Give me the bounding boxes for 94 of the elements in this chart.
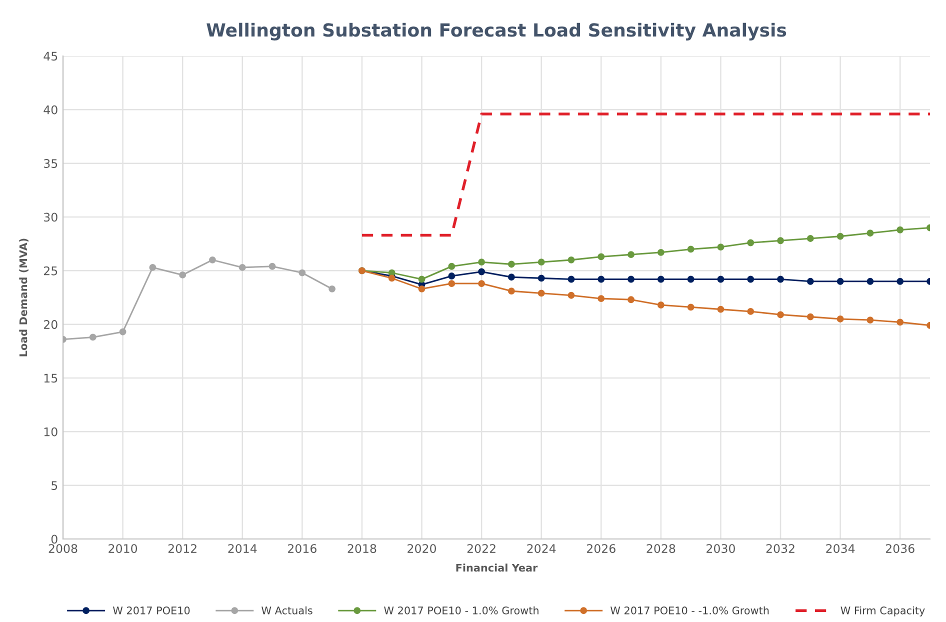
- point: [598, 295, 605, 302]
- y-tick-label: 40: [44, 105, 58, 114]
- point: [508, 260, 515, 268]
- x-tick-label: 2016: [288, 544, 316, 553]
- point: [866, 278, 874, 285]
- x-tick-label: 2028: [646, 544, 676, 553]
- x-tick-label: 2008: [48, 544, 78, 553]
- point: [268, 262, 276, 270]
- point: [687, 276, 694, 283]
- x-tick-label: 2010: [108, 544, 138, 553]
- point: [687, 304, 694, 311]
- y-tick-label: 30: [44, 212, 58, 222]
- point: [179, 271, 186, 278]
- point: [538, 290, 545, 297]
- x-tick-label: 2032: [766, 544, 794, 553]
- y-tick-label: 25: [44, 266, 58, 276]
- point: [836, 315, 844, 322]
- point: [448, 272, 456, 280]
- point: [777, 276, 784, 283]
- y-tick-label: 35: [44, 159, 58, 168]
- point: [388, 274, 396, 282]
- x-axis-title: Financial Year: [456, 564, 538, 572]
- point: [896, 278, 904, 285]
- point: [806, 313, 814, 320]
- point: [508, 274, 515, 281]
- x-tick-label: 2024: [527, 544, 556, 553]
- y-tick-label: 0: [51, 534, 58, 544]
- point: [866, 316, 874, 324]
- point: [568, 276, 575, 283]
- point: [448, 280, 456, 288]
- y-tick-label: 45: [44, 52, 58, 61]
- point: [628, 296, 635, 304]
- point: [747, 276, 754, 283]
- point: [657, 276, 664, 283]
- chart-title: Wellington Substation Forecast Load Sensitivity Analysis: [206, 22, 786, 40]
- legend-label: W 2017 POE10 - 1.0% Growth: [384, 606, 538, 614]
- x-tick-label: 2026: [586, 544, 616, 553]
- legend-label: W Firm Capacity: [840, 606, 925, 616]
- legend-label: W 2017 POE10: [112, 606, 190, 614]
- point: [628, 251, 635, 258]
- point: [777, 237, 784, 244]
- point: [388, 269, 396, 276]
- y-tick-label: 15: [44, 374, 58, 383]
- point: [478, 280, 486, 288]
- point: [866, 230, 874, 237]
- point: [119, 328, 126, 336]
- point: [298, 269, 306, 276]
- point: [896, 226, 904, 234]
- point: [418, 285, 426, 292]
- x-tick-label: 2022: [467, 544, 496, 553]
- x-tick-label: 2014: [228, 544, 257, 553]
- point: [657, 248, 664, 256]
- point: [538, 258, 545, 266]
- point: [836, 278, 844, 285]
- legend-label: W 2017 POE10 - -1.0% Growth: [610, 606, 769, 614]
- point: [687, 246, 694, 253]
- y-axis-title: Load Demand (MVA): [19, 238, 28, 356]
- x-tick-label: 2034: [826, 544, 855, 553]
- point: [209, 256, 216, 264]
- point: [149, 264, 156, 271]
- point: [538, 274, 545, 282]
- point: [896, 318, 904, 326]
- point: [238, 264, 246, 271]
- point: [418, 276, 426, 283]
- point: [89, 334, 96, 341]
- x-tick-label: 2036: [886, 544, 914, 553]
- x-tick-label: 2018: [348, 544, 376, 553]
- legend-label: W Actuals: [262, 606, 312, 614]
- point: [568, 256, 575, 264]
- point: [448, 262, 456, 270]
- point: [568, 292, 575, 299]
- point: [747, 239, 754, 246]
- point: [478, 258, 486, 266]
- x-tick-label: 2030: [706, 544, 735, 553]
- point: [478, 268, 486, 276]
- point: [717, 244, 724, 251]
- point: [598, 253, 605, 260]
- y-tick-label: 20: [44, 320, 58, 329]
- point: [657, 302, 664, 308]
- point: [717, 306, 724, 313]
- point: [836, 232, 844, 240]
- x-tick-label: 2020: [408, 544, 436, 553]
- x-tick-label: 2012: [168, 544, 196, 553]
- point: [328, 285, 336, 292]
- point: [598, 276, 605, 283]
- point: [747, 308, 754, 315]
- point: [628, 276, 635, 283]
- y-tick-label: 5: [52, 481, 58, 490]
- point: [777, 311, 784, 318]
- point: [508, 288, 515, 295]
- point: [717, 276, 724, 283]
- point: [806, 278, 814, 285]
- y-tick-label: 10: [44, 427, 58, 436]
- point: [806, 234, 814, 242]
